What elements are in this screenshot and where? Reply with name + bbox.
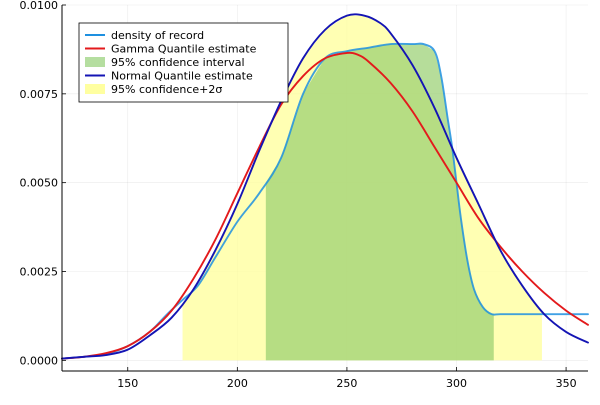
axes [61,4,588,372]
legend-label: Gamma Quantile estimate [111,43,257,56]
legend-label: 95% confidence interval [111,56,245,69]
tick-labels: 150 200 250 300 350 0.0000 0.0025 0.0050 0.0075 0… [20,0,577,390]
legend-label: 95% confidence+2σ [111,83,222,96]
x-tick-label: 300 [446,377,467,390]
y-tick-label: 0.0000 [20,354,59,367]
legend-label: Normal Quantile estimate [111,70,253,83]
confidence-bands [182,15,542,361]
x-tick-label: 350 [556,377,577,390]
y-tick-label: 0.0050 [20,177,59,190]
legend-swatch-patch [85,57,105,67]
legend-box [78,22,289,103]
legend-swatch-patch [85,84,105,94]
x-tick-label: 150 [117,377,138,390]
series-gamma-quantile [61,51,589,360]
y-tick-label: 0.0025 [20,266,59,279]
series-lines [61,13,589,360]
y-tick-label: 0.0100 [20,0,59,12]
band-confidence-interval [265,44,494,361]
y-tick-label: 0.0075 [20,88,59,101]
legend-label: density of record [111,29,204,42]
series-normal-quantile [61,13,589,360]
x-tick-label: 250 [336,377,357,390]
x-tick-label: 200 [227,377,248,390]
